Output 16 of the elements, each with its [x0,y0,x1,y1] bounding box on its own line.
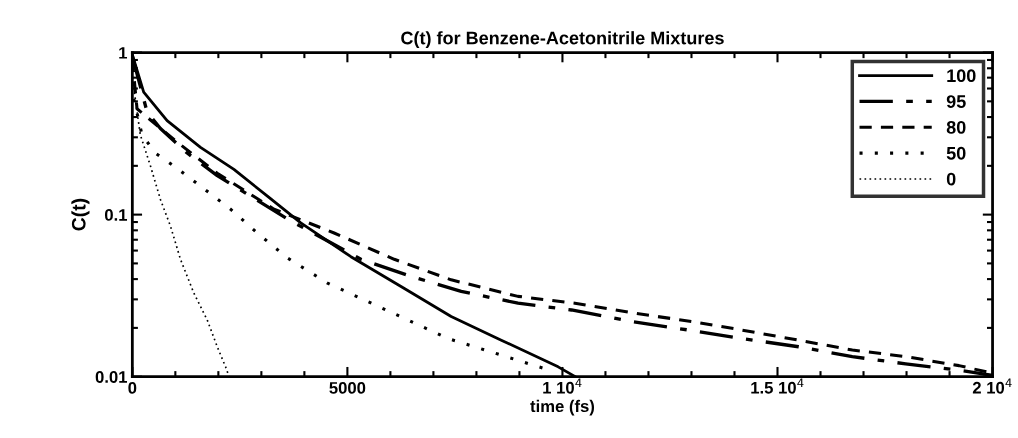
chart-title: C(t) for Benzene-Acetonitrile Mixtures [401,31,724,48]
x-tick-label: 5000 [329,381,366,394]
legend-label: 0 [946,172,956,186]
y-tick-label: 0.01 [95,371,128,383]
x-tick-label: 2 10$^{4}$ [972,378,1012,394]
y-axis-title: C(t) [71,198,90,231]
x-tick-label: 1.5 10$^{4}$ [751,378,804,394]
x-tick-label: 1 10$^{4}$ [543,378,582,394]
legend-label: 80 [946,121,966,134]
y-tick-label: 0.1 [104,209,128,221]
x-axis-title: time (fs) [530,399,595,416]
y-tick-label: 1 [119,47,128,59]
legend-label: 100 [947,69,976,83]
x-tick-label: 0 [128,381,137,394]
legend-label: 50 [946,146,966,160]
legend-label: 95 [946,95,966,108]
